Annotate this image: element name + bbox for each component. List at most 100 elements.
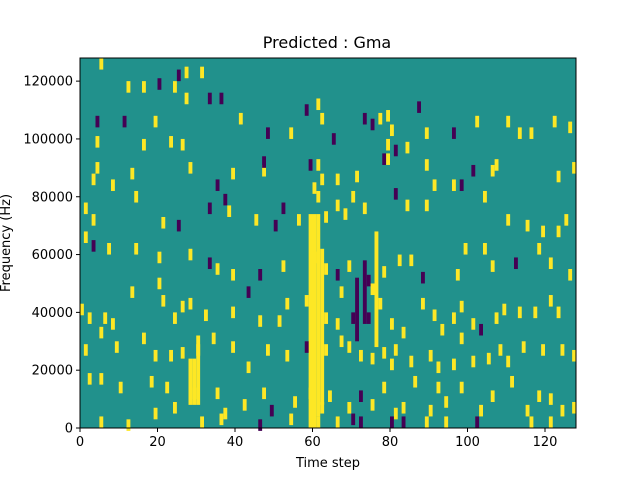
- heatmap-cell: [262, 387, 266, 400]
- heatmap-cell: [95, 115, 100, 128]
- heatmap-cell: [335, 199, 340, 212]
- heatmap-cell: [386, 110, 390, 122]
- heatmap-cell: [359, 390, 363, 402]
- heatmap-cell: [409, 355, 414, 368]
- heatmap-cell: [169, 136, 173, 148]
- x-tick-label: 60: [304, 435, 321, 450]
- heatmap-cell: [424, 199, 429, 212]
- y-tick-label: 40000: [32, 306, 73, 321]
- heatmap-cell: [370, 352, 375, 365]
- heatmap-cell: [436, 381, 441, 394]
- heatmap-cell: [231, 269, 235, 281]
- heatmap-cell: [552, 115, 557, 128]
- heatmap-cell: [359, 416, 363, 428]
- heatmap-cell: [200, 416, 204, 428]
- heatmap-cell: [382, 266, 387, 278]
- heatmap-cell: [134, 190, 139, 203]
- heatmap-cell: [231, 341, 235, 353]
- heatmap-cell: [173, 312, 177, 324]
- heatmap-cell: [335, 173, 340, 186]
- heatmap-cell: [390, 416, 394, 428]
- heatmap-cell: [541, 344, 545, 356]
- heatmap-cell: [266, 344, 270, 356]
- heatmap-cell: [273, 219, 278, 232]
- heatmap-cell: [161, 216, 166, 229]
- heatmap-cell: [161, 295, 166, 307]
- heatmap-cell: [370, 399, 375, 411]
- x-axis-ticks: 0 20 40 60 80 100 120: [76, 428, 558, 450]
- heatmap-cell: [548, 416, 553, 428]
- heatmap-cell: [529, 416, 534, 428]
- heatmap-cell: [459, 332, 464, 345]
- heatmap-cell: [506, 214, 511, 226]
- heatmap-cell: [347, 341, 352, 353]
- heatmap-cell: [153, 407, 158, 420]
- heatmap-cell: [320, 401, 325, 414]
- heatmap-cell: [572, 401, 576, 414]
- heatmap-cell: [180, 138, 185, 151]
- x-tick-label: 0: [76, 435, 84, 450]
- heatmap-cell: [130, 167, 135, 180]
- heatmap-cell: [114, 341, 119, 353]
- heatmap-band: [374, 231, 379, 348]
- heatmap-cell: [91, 214, 96, 226]
- y-tick-label: 100000: [23, 132, 73, 147]
- heatmap-cell: [393, 407, 398, 420]
- heatmap-cell: [343, 208, 348, 220]
- y-tick-label: 120000: [23, 75, 73, 90]
- heatmap-cell: [471, 318, 476, 330]
- heatmap-cell: [83, 231, 88, 243]
- x-tick-label: 120: [533, 435, 558, 450]
- heatmap-cell: [266, 127, 270, 139]
- heatmap-cell: [281, 260, 286, 272]
- heatmap-cell: [223, 193, 228, 206]
- heatmap-cell: [285, 297, 290, 310]
- heatmap-cell: [355, 170, 359, 183]
- heatmap-cell: [126, 419, 131, 431]
- heatmap-cell: [304, 341, 309, 353]
- heatmap-cell: [99, 326, 104, 339]
- heatmap-cell: [390, 124, 394, 137]
- heatmap-cell: [452, 312, 456, 324]
- heatmap-cell: [207, 92, 212, 105]
- heatmap-cell: [304, 295, 309, 307]
- heatmap-cell: [324, 211, 328, 223]
- heatmap-cell: [393, 144, 398, 157]
- heatmap-band: [316, 214, 321, 417]
- heatmap-cell: [502, 303, 507, 316]
- heatmap-cell: [289, 127, 294, 139]
- heatmap-cell: [421, 297, 425, 310]
- heatmap-cell: [471, 164, 476, 177]
- heatmap-cell: [424, 127, 429, 139]
- heatmap-cell: [188, 248, 193, 261]
- heatmap-cell: [242, 399, 247, 411]
- heatmap-cell: [297, 214, 301, 226]
- heatmap-cell: [452, 127, 456, 139]
- heatmap-cell: [405, 199, 410, 212]
- heatmap-cell: [378, 297, 383, 310]
- heatmap-cell: [87, 312, 92, 324]
- heatmap-cell: [483, 190, 487, 203]
- heatmap-cell: [184, 92, 189, 105]
- heatmap-cell: [452, 179, 456, 191]
- heatmap-cell: [118, 381, 123, 394]
- heatmap-cell: [285, 349, 290, 362]
- heatmap-cells: [80, 58, 576, 431]
- heatmap-cell: [192, 387, 197, 400]
- heatmap-cell: [207, 257, 212, 270]
- heatmap-cell: [424, 416, 429, 428]
- y-tick-label: 80000: [32, 190, 73, 205]
- heatmap-cell: [335, 416, 340, 428]
- heatmap-cell: [452, 358, 456, 371]
- heatmap-cell: [413, 375, 418, 388]
- heatmap-cell: [548, 393, 553, 405]
- heatmap-cell: [320, 112, 325, 125]
- heatmap-cell: [262, 164, 266, 177]
- x-tick-label: 40: [227, 435, 244, 450]
- heatmap-cell: [184, 66, 189, 79]
- heatmap-cell: [99, 416, 104, 428]
- heatmap-cell: [316, 159, 321, 171]
- heatmap-cell: [339, 286, 344, 298]
- heatmap-cell: [521, 341, 526, 353]
- heatmap-cell: [378, 112, 383, 125]
